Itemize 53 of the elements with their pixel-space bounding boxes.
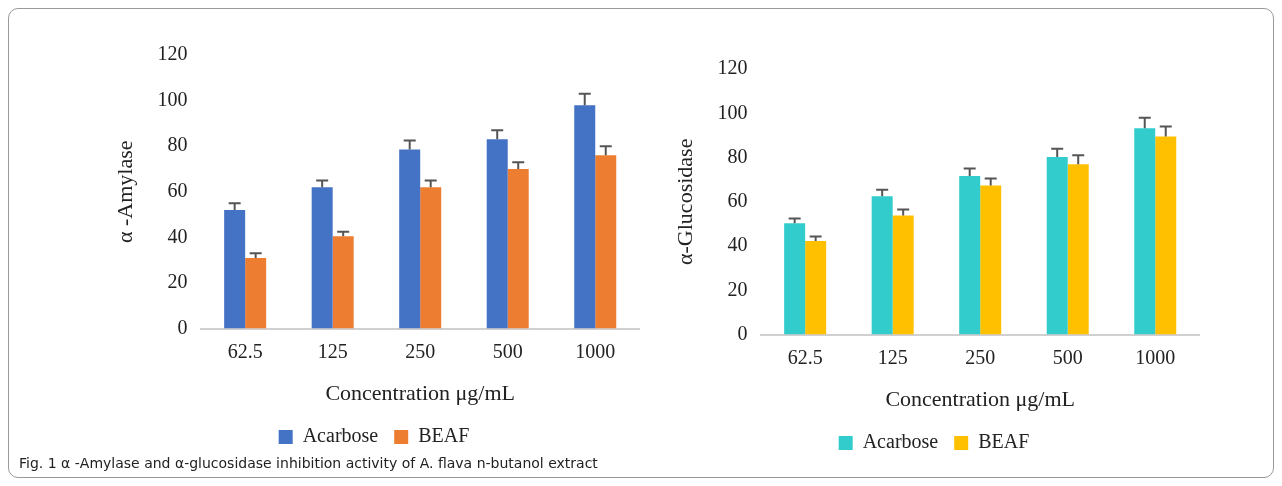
x-tick-label: 62.5 [787,345,823,368]
x-axis-title: Concentration μg/mL [325,379,515,405]
x-tick-label: 500 [492,339,523,362]
bar [595,155,617,329]
y-tick-label: 0 [737,321,748,344]
y-tick-label: 120 [717,56,748,79]
y-tick-label: 60 [727,189,748,212]
bar [980,185,1002,335]
bar [245,257,267,329]
legend-label: Acarbose [862,430,939,453]
bar [399,149,421,329]
x-tick-label: 125 [317,339,348,362]
y-tick-label: 100 [717,100,748,123]
x-tick-label: 125 [877,345,908,368]
y-tick-label: 80 [167,133,188,156]
x-tick-label: 250 [965,345,996,368]
bar [959,175,981,335]
y-tick-label: 0 [177,315,188,338]
y-tick-label: 40 [727,233,748,256]
y-tick-label: 120 [157,42,188,65]
y-tick-label: 20 [727,277,748,300]
x-tick-label: 1000 [1135,345,1176,368]
bar [784,223,806,335]
bar [1067,164,1089,335]
legend-label: BEAF [418,424,470,447]
caption: Fig. 1 α -Amylase and α-glucosidase inhibition activity of A. flava n-butanol extract [19,455,598,471]
bar [1134,128,1156,335]
bar [805,240,827,335]
bar [224,210,246,329]
bar [486,139,508,329]
bar [507,169,529,329]
y-tick-label: 100 [157,87,188,110]
x-tick-label: 1000 [575,339,616,362]
y-axis-title: α-Glucosidase [671,138,697,265]
y-tick-label: 80 [727,144,748,167]
x-tick-label: 500 [1052,345,1083,368]
bar [420,187,442,329]
bar [892,215,914,335]
y-tick-label: 40 [167,224,188,247]
legend-label: BEAF [978,430,1030,453]
x-tick-label: 250 [405,339,436,362]
bar [871,196,893,335]
y-axis-title: α -Amylase [111,140,137,244]
bar [311,187,333,329]
legend-label: Acarbose [302,424,379,447]
x-axis-title: Concentration μg/mL [885,385,1075,411]
bar [332,236,354,329]
x-tick-label: 62.5 [227,339,263,362]
bar [1155,136,1177,335]
bar [1046,157,1068,335]
y-tick-label: 60 [167,179,188,202]
bar [574,105,596,329]
y-tick-label: 20 [167,270,188,293]
